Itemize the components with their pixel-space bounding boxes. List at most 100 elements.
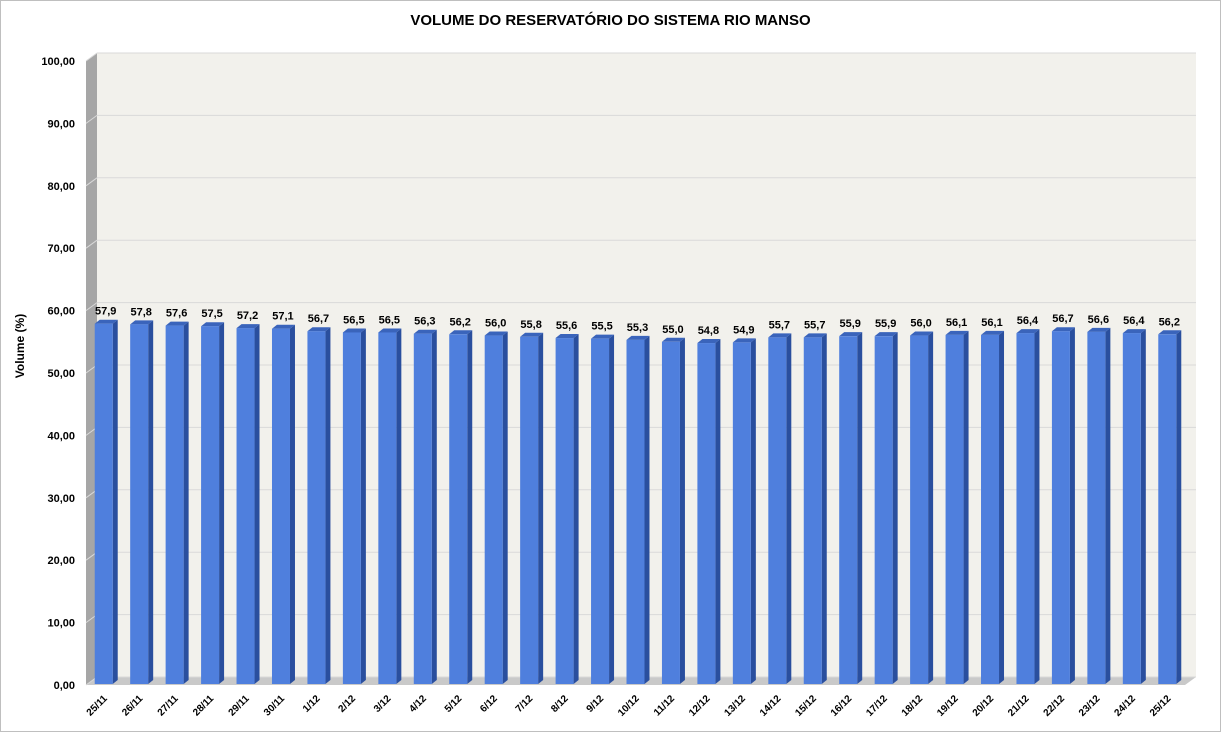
x-tick-label: 9/12 (585, 693, 607, 715)
bar-side (538, 332, 544, 684)
bar-side (892, 332, 898, 684)
bar (591, 338, 610, 684)
bar-top (697, 339, 721, 344)
bar-side (928, 331, 934, 684)
bar (378, 332, 397, 684)
bar-top (768, 333, 792, 338)
bar (484, 335, 503, 684)
data-label: 56,1 (946, 317, 967, 329)
bar (165, 325, 184, 684)
y-tick-label: 40,00 (47, 430, 75, 442)
bar-top (591, 334, 615, 339)
bar-side (609, 334, 615, 684)
bar-top (839, 332, 863, 337)
data-label: 56,4 (1123, 315, 1145, 327)
data-label: 55,3 (627, 322, 648, 334)
x-tick-label: 23/12 (1077, 693, 1103, 719)
bar-side (750, 338, 756, 684)
bar (307, 331, 326, 684)
x-tick-label: 11/12 (652, 693, 677, 718)
y-tick-label: 20,00 (47, 555, 75, 567)
bar-side (1069, 327, 1075, 684)
bar (342, 332, 361, 684)
bar-side (502, 331, 508, 684)
bar (1122, 333, 1141, 684)
data-label: 56,7 (308, 313, 329, 325)
bar-side (431, 329, 437, 684)
data-label: 56,0 (485, 318, 506, 330)
bar (94, 323, 113, 684)
bar-top (732, 338, 756, 343)
bar-side (254, 324, 260, 684)
data-label: 57,5 (201, 308, 222, 320)
x-tick-label: 6/12 (478, 693, 500, 715)
y-tick-label: 0,00 (54, 680, 75, 692)
bar-top (201, 322, 225, 327)
x-tick-label: 25/11 (85, 693, 110, 718)
x-tick-label: 19/12 (935, 693, 961, 719)
bar-side (573, 334, 579, 684)
bar (520, 336, 539, 684)
bar-side (1105, 327, 1111, 684)
x-tick-label: 8/12 (549, 693, 571, 715)
bar-top (307, 327, 331, 332)
y-tick-label: 10,00 (47, 618, 75, 630)
bar-side (148, 320, 154, 684)
bar-side (1140, 329, 1146, 684)
bar-top (803, 333, 827, 338)
bar-top (449, 330, 473, 335)
data-label: 56,2 (1159, 316, 1180, 328)
bar-side (183, 321, 189, 684)
data-label: 56,6 (1088, 314, 1109, 326)
data-label: 56,5 (343, 314, 364, 326)
bar-side (219, 322, 225, 684)
data-label: 56,7 (1052, 313, 1073, 325)
bar (945, 334, 964, 684)
x-tick-label: 13/12 (722, 693, 748, 719)
y-tick-label: 30,00 (47, 493, 75, 505)
chart-title: VOLUME DO RESERVATÓRIO DO SISTEMA RIO MA… (410, 12, 811, 29)
bar-side (857, 332, 863, 684)
y-tick-label: 100,00 (41, 56, 75, 68)
x-tick-label: 18/12 (900, 693, 926, 719)
data-label: 56,1 (981, 317, 1002, 329)
data-label: 55,8 (520, 319, 541, 331)
bar-top (165, 321, 189, 326)
gridline-side (85, 52, 98, 62)
bar-side (715, 339, 721, 684)
x-tick-label: 12/12 (687, 693, 713, 719)
x-tick-label: 1/12 (301, 693, 323, 715)
bar-top (910, 331, 934, 336)
data-label: 57,8 (130, 306, 151, 318)
bar-side (360, 328, 366, 684)
bar-top (661, 337, 685, 342)
bar (626, 339, 645, 684)
data-label: 57,6 (166, 308, 187, 320)
bar-side (1034, 329, 1040, 684)
y-tick-label: 50,00 (47, 368, 75, 380)
bar (768, 337, 787, 684)
bar-top (271, 324, 295, 329)
bar-top (342, 328, 366, 333)
data-label: 56,2 (450, 316, 471, 328)
bar (661, 341, 680, 684)
x-tick-label: 24/12 (1112, 693, 1138, 719)
bar (1158, 334, 1177, 684)
bar-side (821, 333, 827, 684)
bar-top (945, 330, 969, 335)
y-tick-label: 70,00 (47, 243, 75, 255)
bar (803, 337, 822, 684)
bar-top (1087, 327, 1111, 332)
x-tick-label: 21/12 (1006, 693, 1032, 719)
bar-side (467, 330, 473, 684)
x-tick-label: 3/12 (372, 693, 394, 715)
bar (449, 334, 468, 684)
bar-top (1051, 327, 1075, 332)
bar-top (484, 331, 508, 336)
x-tick-label: 29/11 (227, 693, 252, 718)
data-label: 57,1 (272, 311, 293, 323)
bar (910, 335, 929, 684)
bar (201, 326, 220, 684)
bar-side (325, 327, 331, 684)
